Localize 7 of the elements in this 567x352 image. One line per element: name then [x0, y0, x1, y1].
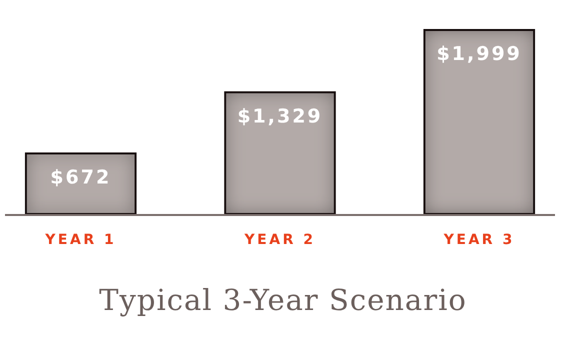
- x-tick-label: YEAR 3: [442, 232, 515, 248]
- x-tick-label: YEAR 1: [44, 232, 116, 248]
- data-label: $1,329: [237, 105, 323, 128]
- x-tick-label: YEAR 2: [244, 232, 316, 248]
- text: Typical 3-Year Scenario: [99, 283, 467, 317]
- data-label: $672: [50, 166, 112, 188]
- data-label: $1,999: [436, 43, 522, 65]
